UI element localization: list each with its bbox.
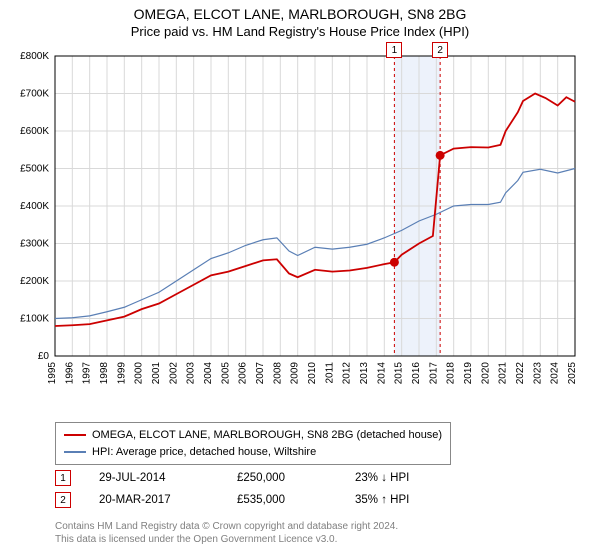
sale-badge-2: 2	[55, 492, 71, 508]
svg-text:2005: 2005	[220, 362, 231, 385]
svg-text:2008: 2008	[272, 362, 283, 385]
svg-text:£200K: £200K	[20, 276, 49, 287]
title-block: OMEGA, ELCOT LANE, MARLBOROUGH, SN8 2BG …	[0, 0, 600, 39]
svg-text:2019: 2019	[463, 362, 474, 385]
svg-text:£600K: £600K	[20, 126, 49, 137]
svg-text:£100K: £100K	[20, 314, 49, 325]
svg-text:2013: 2013	[359, 362, 370, 385]
svg-text:1999: 1999	[116, 362, 127, 385]
chart-title: OMEGA, ELCOT LANE, MARLBOROUGH, SN8 2BG	[0, 6, 600, 22]
svg-text:2012: 2012	[342, 362, 353, 385]
svg-text:2024: 2024	[550, 362, 561, 385]
footer: Contains HM Land Registry data © Crown c…	[55, 520, 398, 546]
legend-label-property: OMEGA, ELCOT LANE, MARLBOROUGH, SN8 2BG …	[92, 427, 442, 444]
svg-text:2000: 2000	[134, 362, 145, 385]
sale-date-1: 29-JUL-2014	[99, 472, 209, 484]
legend-row-hpi: HPI: Average price, detached house, Wilt…	[64, 444, 442, 461]
svg-text:2021: 2021	[498, 362, 509, 385]
sales-table: 1 29-JUL-2014 £250,000 23% ↓ HPI 2 20-MA…	[55, 470, 445, 514]
svg-text:2018: 2018	[446, 362, 457, 385]
chart-subtitle: Price paid vs. HM Land Registry's House …	[0, 24, 600, 39]
sale-badge-1: 1	[55, 470, 71, 486]
footer-line-1: Contains HM Land Registry data © Crown c…	[55, 520, 398, 533]
svg-text:£300K: £300K	[20, 239, 49, 250]
sale-marker-2: 2	[432, 42, 448, 58]
svg-text:2002: 2002	[168, 362, 179, 385]
svg-text:2014: 2014	[376, 362, 387, 385]
svg-text:2004: 2004	[203, 362, 214, 385]
svg-text:2006: 2006	[238, 362, 249, 385]
svg-text:2022: 2022	[515, 362, 526, 385]
sale-date-2: 20-MAR-2017	[99, 494, 209, 506]
legend-label-hpi: HPI: Average price, detached house, Wilt…	[92, 444, 316, 461]
svg-text:2015: 2015	[394, 362, 405, 385]
sale-price-1: £250,000	[237, 472, 327, 484]
svg-text:2007: 2007	[255, 362, 266, 385]
sale-row-2: 2 20-MAR-2017 £535,000 35% ↑ HPI	[55, 492, 445, 508]
page: OMEGA, ELCOT LANE, MARLBOROUGH, SN8 2BG …	[0, 0, 600, 560]
svg-text:£500K: £500K	[20, 164, 49, 175]
svg-text:2020: 2020	[480, 362, 491, 385]
svg-text:2003: 2003	[186, 362, 197, 385]
svg-text:2023: 2023	[532, 362, 543, 385]
sale-price-2: £535,000	[237, 494, 327, 506]
svg-text:2009: 2009	[290, 362, 301, 385]
legend-swatch-property	[64, 434, 86, 436]
legend-row-property: OMEGA, ELCOT LANE, MARLBOROUGH, SN8 2BG …	[64, 427, 442, 444]
svg-text:£700K: £700K	[20, 89, 49, 100]
legend: OMEGA, ELCOT LANE, MARLBOROUGH, SN8 2BG …	[55, 422, 451, 465]
svg-text:2016: 2016	[411, 362, 422, 385]
svg-text:£0: £0	[38, 351, 50, 362]
sale-row-1: 1 29-JUL-2014 £250,000 23% ↓ HPI	[55, 470, 445, 486]
svg-text:2017: 2017	[428, 362, 439, 385]
legend-swatch-hpi	[64, 451, 86, 453]
svg-text:1997: 1997	[82, 362, 93, 385]
sale-pct-1: 23% ↓ HPI	[355, 472, 445, 484]
svg-text:1996: 1996	[64, 362, 75, 385]
sale-marker-1: 1	[386, 42, 402, 58]
svg-text:1995: 1995	[47, 362, 58, 385]
chart: £0£100K£200K£300K£400K£500K£600K£700K£80…	[55, 56, 575, 396]
svg-text:2001: 2001	[151, 362, 162, 385]
svg-text:2011: 2011	[324, 362, 335, 384]
svg-text:1998: 1998	[99, 362, 110, 385]
sale-pct-2: 35% ↑ HPI	[355, 494, 445, 506]
chart-svg: £0£100K£200K£300K£400K£500K£600K£700K£80…	[55, 56, 575, 396]
footer-line-2: This data is licensed under the Open Gov…	[55, 533, 398, 546]
svg-text:£400K: £400K	[20, 201, 49, 212]
svg-text:2025: 2025	[567, 362, 578, 385]
svg-text:2010: 2010	[307, 362, 318, 385]
svg-text:£800K: £800K	[20, 51, 49, 62]
